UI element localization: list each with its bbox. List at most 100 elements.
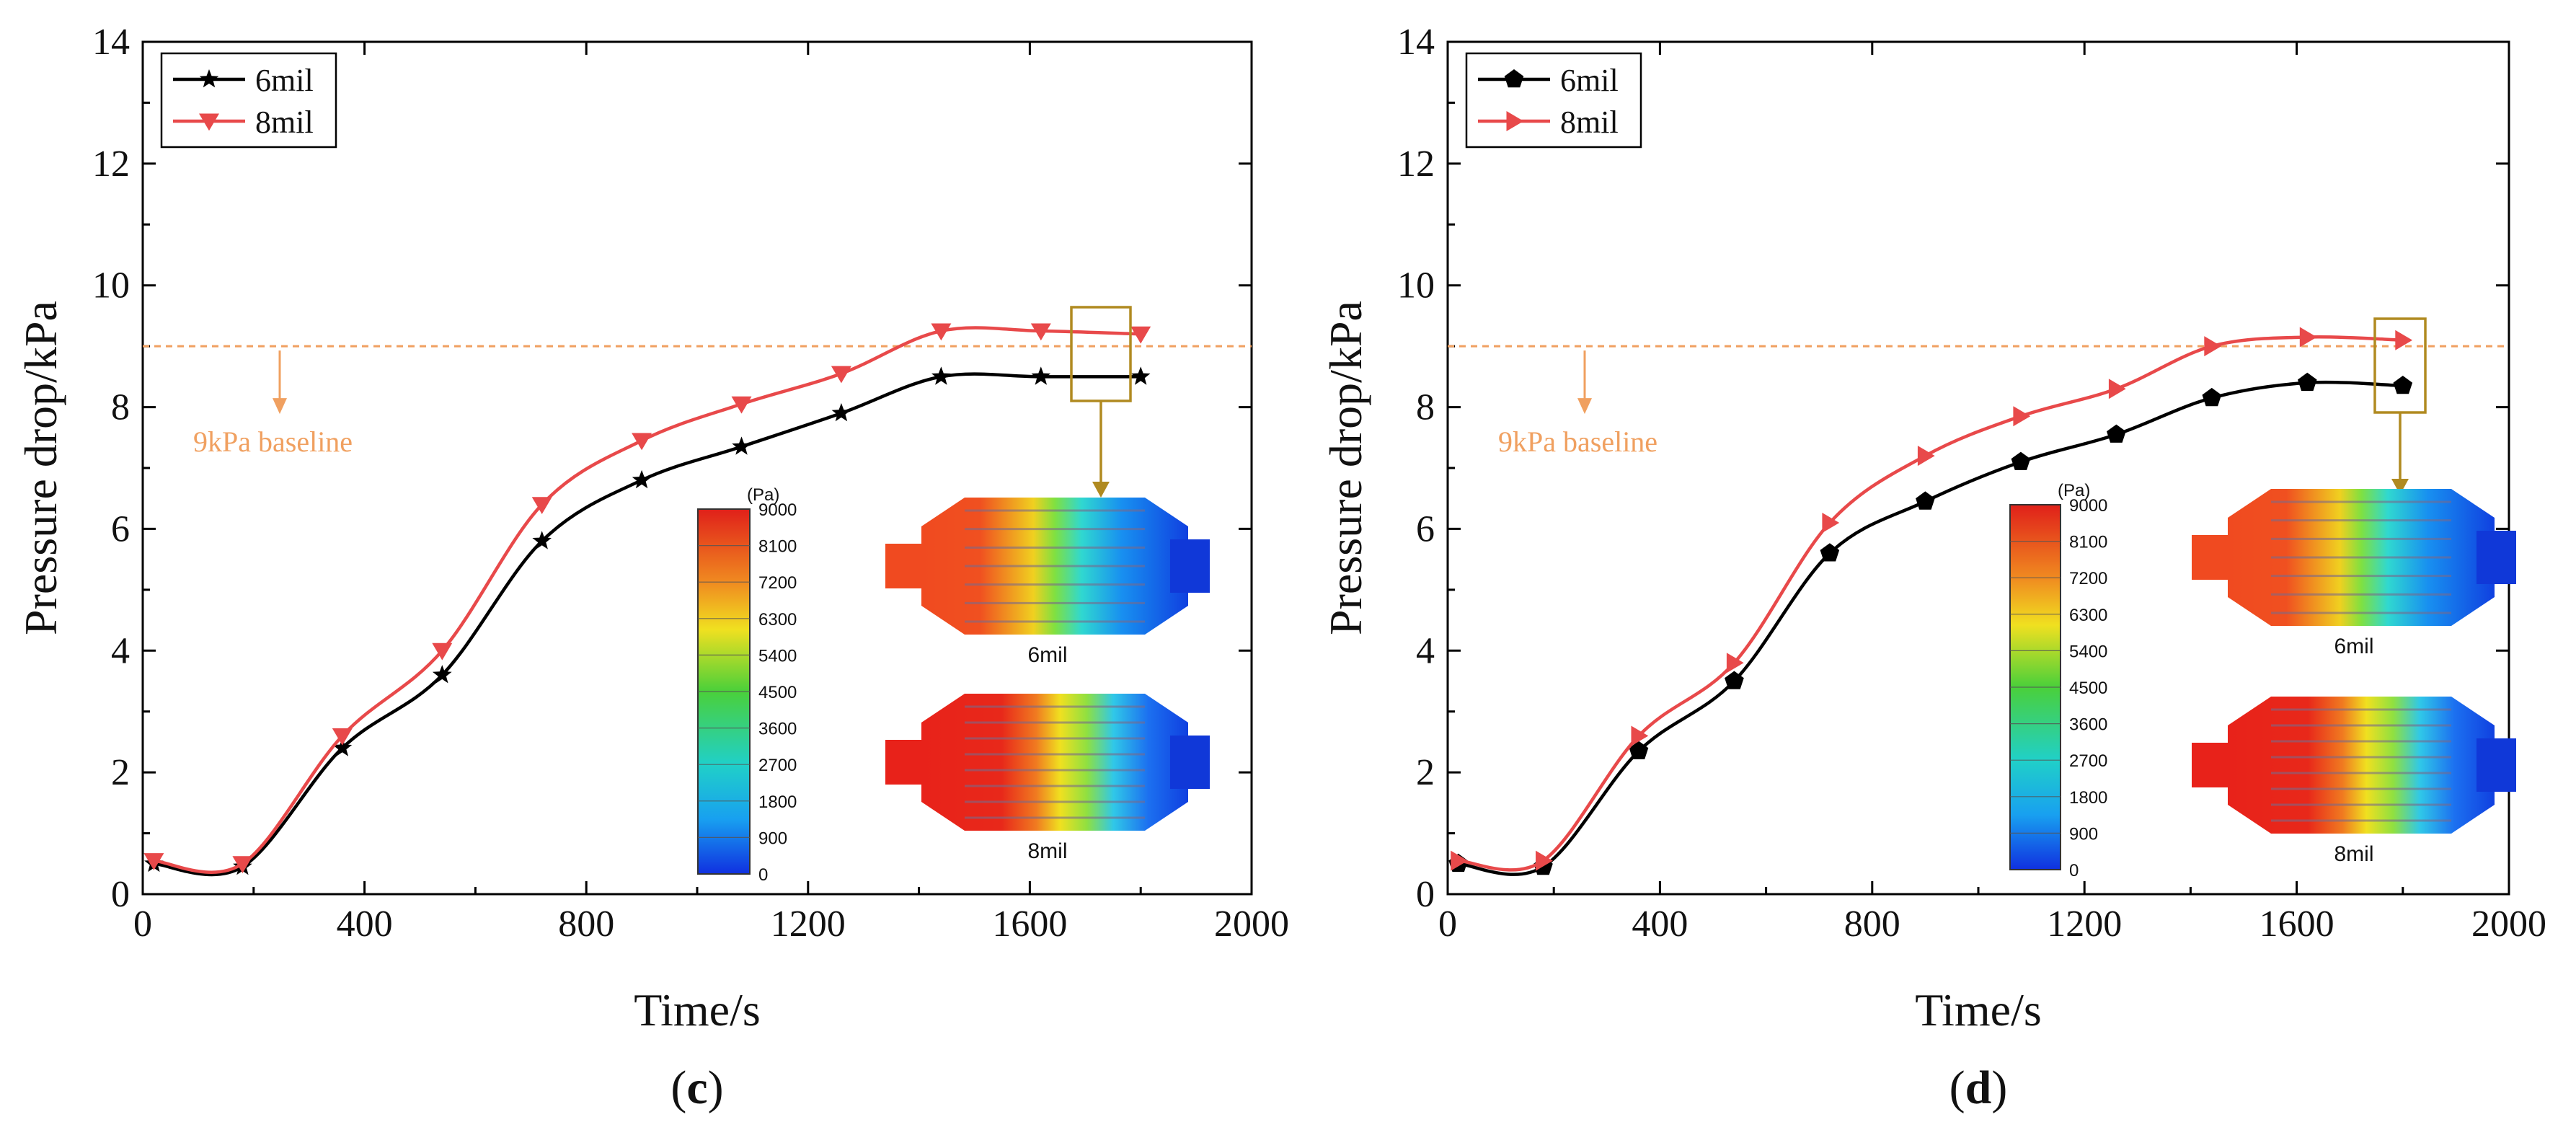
data-point-8mil — [1917, 446, 1935, 467]
x-tick-label: 0 — [133, 904, 152, 945]
y-tick-label: 8 — [1416, 387, 1435, 428]
x-tick-label: 1600 — [992, 904, 1067, 945]
panel-letter: d — [1965, 1061, 1992, 1114]
baseline-label: 9kPa baseline — [193, 425, 353, 458]
inlet-pipe — [2192, 743, 2228, 787]
series-line-6mil — [154, 372, 1141, 877]
y-tick-label: 6 — [1416, 508, 1435, 549]
data-point-6mil — [831, 403, 851, 422]
x-tick-label: 800 — [1844, 904, 1900, 945]
contour-plot-6mil — [885, 498, 1210, 635]
data-point-6mil — [1725, 671, 1744, 689]
data-point-6mil — [931, 366, 951, 385]
data-point-6mil — [1820, 543, 1840, 562]
panel-paren-close: ) — [708, 1061, 724, 1114]
colorbar-tick-label: 4500 — [758, 683, 797, 702]
data-point-6mil — [532, 531, 552, 549]
legend-marker-8mil — [199, 113, 219, 131]
y-tick-label: 6 — [111, 508, 130, 549]
series-line-8mil — [154, 326, 1141, 874]
contour-plot-8mil — [885, 694, 1210, 831]
data-point-6mil — [2107, 424, 2126, 443]
panel-d: 0 400 800 1200 1600 2000 0 2 4 6 8 10 12 14 Time/s Pres… — [1320, 22, 2546, 1114]
data-point-6mil — [1916, 491, 1935, 510]
y-tick-label: 0 — [1416, 874, 1435, 915]
baseline-arrowhead — [273, 398, 287, 415]
colorbar-tick-label: 2700 — [2069, 751, 2107, 771]
data-point-6mil — [2202, 387, 2222, 407]
series-line-6mil — [1458, 380, 2403, 876]
y-tick-label: 12 — [92, 143, 130, 185]
colorbar-unit: (Pa) — [2058, 481, 2090, 500]
y-tick-label: 4 — [111, 630, 130, 671]
data-point-8mil — [2204, 336, 2222, 357]
data-point-8mil — [1030, 323, 1051, 341]
panel-paren-open: ( — [670, 1061, 686, 1114]
colorbar-tick-label: 8100 — [758, 537, 797, 557]
x-axis-label: Time/s — [634, 984, 761, 1035]
highlight-arrowhead — [2391, 479, 2409, 495]
data-point-8mil — [1451, 850, 1468, 871]
data-point-8mil — [232, 856, 253, 874]
colorbar-tick-label: 5400 — [2069, 642, 2107, 661]
colorbar-tick-label: 7200 — [758, 573, 797, 593]
series-line-8mil — [1458, 335, 2403, 872]
x-axis-label: Time/s — [1915, 984, 2042, 1035]
x-tick-label: 1600 — [2259, 904, 2334, 945]
y-tick-label: 4 — [1416, 630, 1435, 671]
contour-plot-6mil — [2192, 489, 2516, 626]
data-point-8mil — [332, 728, 353, 746]
x-tick-label: 800 — [558, 904, 614, 945]
data-point-6mil — [1130, 366, 1151, 385]
y-tick-label: 8 — [111, 387, 130, 428]
outlet-pipe — [1170, 736, 1210, 789]
converter-body — [921, 694, 1188, 831]
highlight-arrowhead — [1092, 482, 1110, 498]
legend-box — [1465, 52, 1642, 149]
data-point-8mil — [632, 433, 652, 451]
y-tick-label: 0 — [111, 874, 130, 915]
colorbar-tick-label: 7200 — [2069, 569, 2107, 588]
panel-letter: c — [686, 1061, 707, 1114]
colorbar-tick-label: 9000 — [758, 500, 797, 520]
data-point-8mil — [2013, 406, 2031, 427]
data-point-8mil — [2108, 379, 2126, 399]
colorbar-tick-label: 900 — [758, 829, 787, 848]
data-point-6mil — [2298, 372, 2317, 392]
colorbar-tick-label: 0 — [2069, 861, 2079, 880]
y-tick-label: 2 — [111, 752, 130, 793]
baseline-label: 9kPa baseline — [1498, 425, 1657, 458]
colorbar-tick-label: 1800 — [2069, 788, 2107, 808]
contour-label: 6mil — [1027, 643, 1067, 667]
legend-box — [160, 52, 337, 149]
x-tick-label: 1200 — [771, 904, 846, 945]
data-point-6mil — [1629, 741, 1649, 759]
panel-paren-close: ) — [1991, 1061, 2007, 1114]
outlet-pipe — [1170, 539, 1210, 593]
data-point-8mil — [1726, 653, 1744, 674]
legend-label: 6mil — [255, 63, 314, 98]
data-point-8mil — [731, 396, 752, 414]
panel-label: (d) — [1949, 1061, 2008, 1114]
contour-label: 8mil — [2334, 842, 2373, 866]
converter-body — [2228, 697, 2495, 834]
data-point-6mil — [732, 436, 751, 455]
inlet-pipe — [885, 544, 921, 588]
y-tick-label: 10 — [1397, 265, 1435, 306]
x-tick-label: 2000 — [2471, 904, 2546, 945]
data-point-8mil — [432, 642, 453, 661]
y-tick-label: 10 — [92, 265, 130, 306]
data-point-8mil — [143, 853, 164, 870]
y-axis-label: Pressure drop/kPa — [15, 301, 66, 635]
colorbar-tick-label: 900 — [2069, 824, 2098, 844]
colorbar-tick-label: 3600 — [2069, 715, 2107, 735]
colorbar-tick-label: 8100 — [2069, 533, 2107, 552]
data-point-8mil — [2395, 330, 2413, 350]
contour-plot-8mil — [2192, 697, 2516, 834]
outlet-pipe — [2477, 738, 2516, 792]
colorbar-tick-label: 9000 — [2069, 496, 2107, 516]
colorbar-tick-label: 1800 — [758, 792, 797, 812]
y-tick-label: 12 — [1397, 143, 1435, 185]
panel-label: (c) — [670, 1061, 723, 1114]
